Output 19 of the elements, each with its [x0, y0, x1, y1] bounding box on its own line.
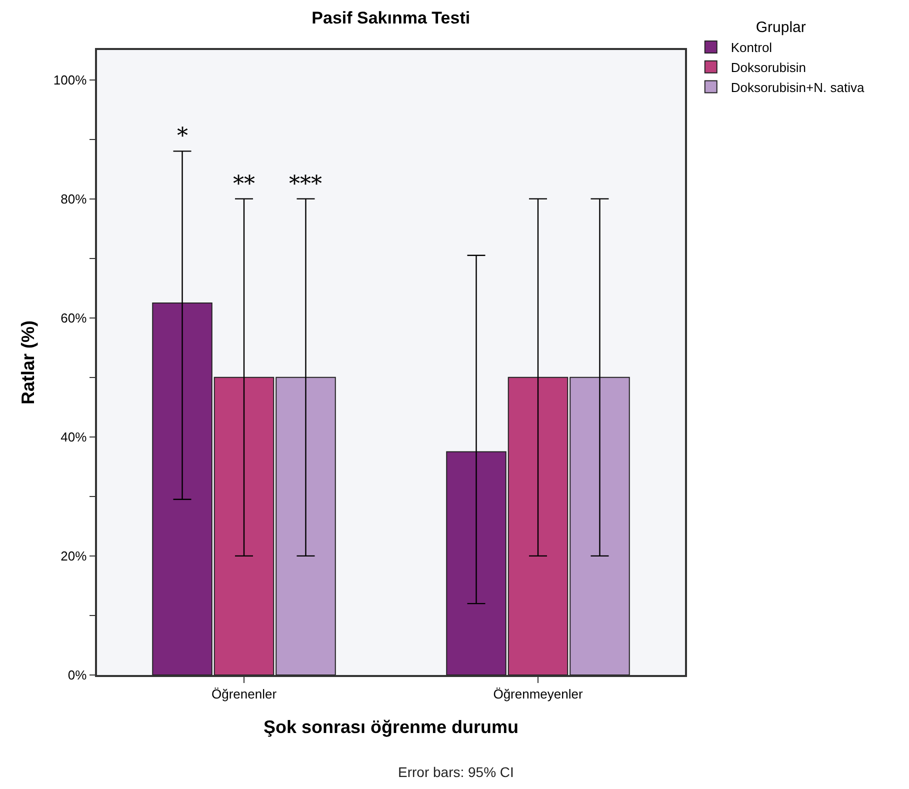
legend-label: Doksorubisin+N. sativa: [730, 80, 865, 95]
legend-title: Gruplar: [756, 19, 806, 36]
x-tick-label: Öğrenmeyenler: [493, 686, 584, 702]
x-tick-label: Öğrenenler: [211, 686, 278, 702]
y-tick-label: 100%: [53, 72, 88, 88]
text: Error bars: 95% CI: [398, 764, 514, 780]
x-axis-title: Şok sonrası öğrenme durumu: [263, 716, 519, 737]
y-tick-label: 60%: [60, 310, 88, 326]
y-tick-label: 80%: [60, 191, 88, 206]
y-axis-title: Ratlar (%): [18, 320, 38, 405]
annotation: ***: [289, 172, 322, 197]
legend-label: Kontrol: [730, 40, 772, 56]
y-tick-label: 40%: [60, 429, 88, 444]
annotation: *: [177, 124, 188, 149]
legend-label: Doksorubisin: [730, 60, 806, 75]
annotation: **: [233, 172, 255, 197]
y-tick-label: 0%: [68, 668, 88, 683]
y-tick-label: 20%: [60, 548, 88, 564]
chart-title: Pasif Sakınma Testi: [312, 8, 470, 28]
